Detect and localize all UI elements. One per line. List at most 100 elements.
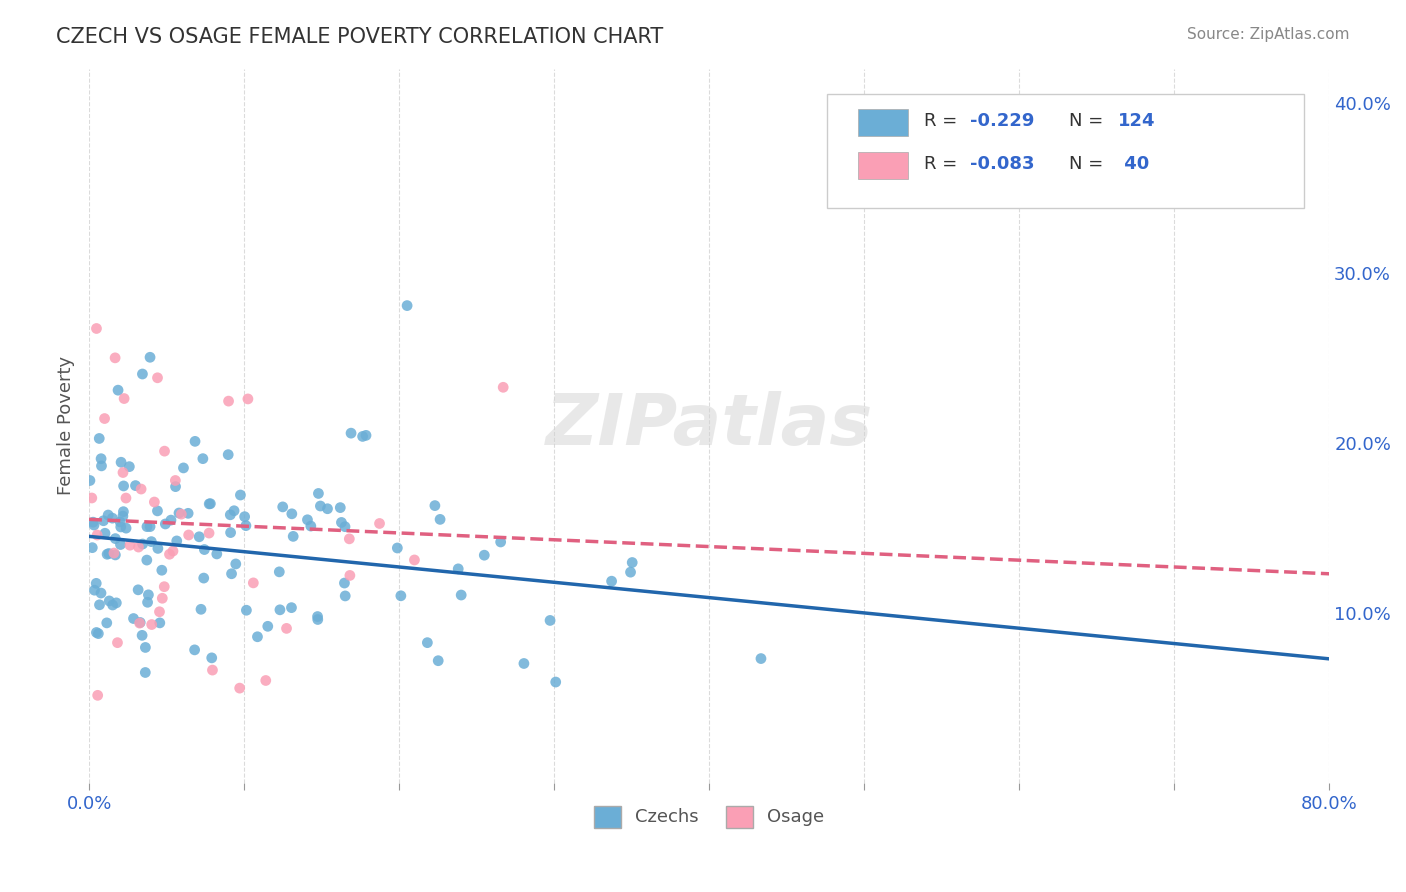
Point xyxy=(190,602,212,616)
Point xyxy=(246,630,269,644)
Point xyxy=(621,556,644,570)
Point xyxy=(97,508,120,522)
Point xyxy=(80,491,103,505)
Text: N =: N = xyxy=(1069,154,1109,172)
Y-axis label: Female Poverty: Female Poverty xyxy=(58,356,75,495)
Point xyxy=(104,532,127,546)
Point xyxy=(146,541,169,556)
Point xyxy=(101,511,124,525)
Point xyxy=(131,537,153,551)
Point xyxy=(218,394,240,409)
Point xyxy=(138,588,160,602)
Point xyxy=(177,506,200,520)
Text: ZIPatlas: ZIPatlas xyxy=(546,392,873,460)
Point xyxy=(299,519,322,533)
Point xyxy=(271,500,294,514)
Point xyxy=(283,529,305,543)
Point xyxy=(228,681,250,695)
Point xyxy=(146,371,169,385)
Point xyxy=(160,513,183,527)
FancyBboxPatch shape xyxy=(827,94,1305,208)
Point xyxy=(159,547,181,561)
Point xyxy=(427,654,450,668)
Point xyxy=(219,508,242,522)
Point xyxy=(129,482,152,496)
Point xyxy=(90,458,112,473)
Point xyxy=(104,548,127,562)
Point xyxy=(333,576,356,591)
Point xyxy=(153,444,176,458)
Point xyxy=(201,663,224,677)
Point xyxy=(222,504,245,518)
Point xyxy=(83,518,105,533)
Point xyxy=(339,568,361,582)
Point xyxy=(404,553,426,567)
Point xyxy=(115,521,138,535)
Point xyxy=(149,615,172,630)
Point xyxy=(98,594,121,608)
Text: -0.229: -0.229 xyxy=(970,112,1033,129)
Text: N =: N = xyxy=(1069,112,1109,129)
Point xyxy=(136,595,159,609)
Point xyxy=(112,392,135,406)
Point xyxy=(128,540,150,554)
Point xyxy=(111,466,134,480)
Point xyxy=(153,580,176,594)
Point xyxy=(193,571,215,585)
Point xyxy=(200,497,222,511)
Point xyxy=(235,518,257,533)
Point xyxy=(396,299,419,313)
Point xyxy=(450,588,472,602)
Point xyxy=(167,506,190,520)
Text: R =: R = xyxy=(924,112,963,129)
Point xyxy=(256,619,278,633)
Legend: Czechs, Osage: Czechs, Osage xyxy=(586,798,832,835)
Point xyxy=(198,526,221,541)
Point xyxy=(329,500,352,515)
Point xyxy=(93,411,115,425)
Point xyxy=(134,640,156,655)
Point xyxy=(110,520,132,534)
Point xyxy=(136,519,159,533)
Point xyxy=(105,596,128,610)
Point xyxy=(235,603,257,617)
Point xyxy=(166,533,188,548)
Point xyxy=(139,519,162,533)
Point xyxy=(198,497,221,511)
Point xyxy=(316,501,339,516)
Point xyxy=(177,528,200,542)
Point xyxy=(221,566,243,581)
Point xyxy=(89,432,111,446)
Point xyxy=(135,553,157,567)
Point xyxy=(148,605,170,619)
Point xyxy=(131,367,153,381)
Point xyxy=(89,598,111,612)
Point xyxy=(83,583,105,598)
Point xyxy=(309,499,332,513)
Point xyxy=(183,643,205,657)
Point xyxy=(107,383,129,397)
Point xyxy=(104,351,127,365)
Point xyxy=(337,532,360,546)
Point xyxy=(538,614,561,628)
Point xyxy=(150,563,173,577)
Point xyxy=(233,509,256,524)
Point xyxy=(103,546,125,560)
Point xyxy=(86,625,108,640)
Text: Source: ZipAtlas.com: Source: ZipAtlas.com xyxy=(1187,27,1350,42)
Point xyxy=(354,428,377,442)
Point xyxy=(368,516,391,531)
Point xyxy=(600,574,623,589)
Point xyxy=(297,513,319,527)
Point xyxy=(619,565,641,579)
Point xyxy=(205,547,228,561)
Point xyxy=(79,474,101,488)
Point xyxy=(191,451,214,466)
Point xyxy=(201,651,224,665)
Point xyxy=(172,461,194,475)
Point xyxy=(162,544,184,558)
Point xyxy=(96,615,118,630)
Point xyxy=(307,609,329,624)
Point xyxy=(188,530,211,544)
Point xyxy=(112,505,135,519)
